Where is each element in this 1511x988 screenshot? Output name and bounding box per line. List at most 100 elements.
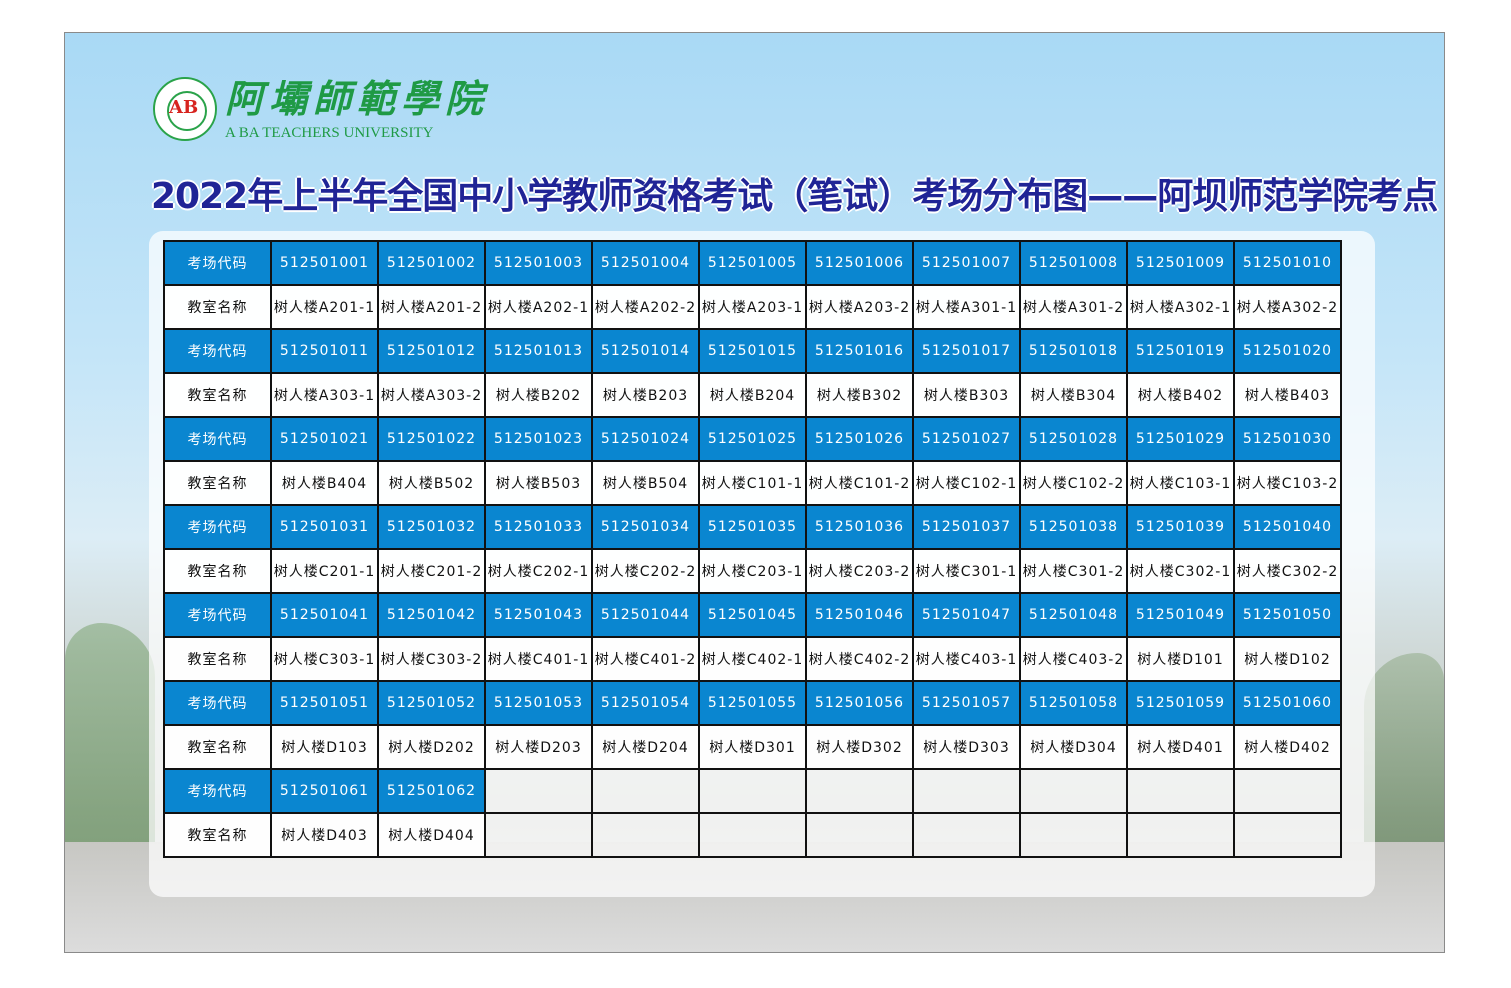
exam-code-cell: 512501013 — [484, 328, 593, 374]
room-name-cell: 树人楼C103-1 — [1126, 460, 1235, 506]
exam-code-label: 考场代码 — [163, 240, 272, 286]
exam-code-cell: 512501021 — [270, 416, 379, 462]
exam-code-cell: 512501018 — [1019, 328, 1128, 374]
room-name-cell: 树人楼D302 — [805, 724, 914, 770]
poster: AB 阿壩師範學院 A BA TEACHERS UNIVERSITY 2022年… — [64, 32, 1445, 953]
room-name-cell: 树人楼C101-1 — [698, 460, 807, 506]
exam-code-cell: 512501043 — [484, 592, 593, 638]
university-name-cn: 阿壩師範學院 — [225, 76, 490, 121]
empty-cell — [484, 812, 593, 858]
exam-code-cell: 512501047 — [912, 592, 1021, 638]
exam-code-cell: 512501029 — [1126, 416, 1235, 462]
room-name-cell: 树人楼C301-1 — [912, 548, 1021, 594]
room-name-cell: 树人楼C201-2 — [377, 548, 486, 594]
room-name-cell: 树人楼B202 — [484, 372, 593, 418]
room-name-cell: 树人楼C201-1 — [270, 548, 379, 594]
room-name-cell: 树人楼D204 — [591, 724, 700, 770]
room-name-cell: 树人楼C203-1 — [698, 548, 807, 594]
exam-code-cell: 512501014 — [591, 328, 700, 374]
room-name-cell: 树人楼C202-1 — [484, 548, 593, 594]
room-name-cell: 树人楼C102-1 — [912, 460, 1021, 506]
room-name-cell: 树人楼B203 — [591, 372, 700, 418]
room-name-cell: 树人楼C303-2 — [377, 636, 486, 682]
exam-code-cell: 512501019 — [1126, 328, 1235, 374]
exam-code-cell: 512501016 — [805, 328, 914, 374]
exam-code-cell: 512501006 — [805, 240, 914, 286]
room-name-cell: 树人楼B404 — [270, 460, 379, 506]
exam-code-cell: 512501026 — [805, 416, 914, 462]
exam-code-cell: 512501048 — [1019, 592, 1128, 638]
exam-code-cell: 512501044 — [591, 592, 700, 638]
room-name-cell: 树人楼D202 — [377, 724, 486, 770]
exam-code-cell: 512501045 — [698, 592, 807, 638]
room-name-cell: 树人楼D304 — [1019, 724, 1128, 770]
room-name-cell: 树人楼B304 — [1019, 372, 1128, 418]
empty-cell — [484, 768, 593, 814]
empty-cell — [1126, 812, 1235, 858]
exam-code-row: 考场代码 512501031 512501032 512501033 512501034… — [163, 504, 1342, 550]
empty-cell — [1019, 768, 1128, 814]
room-name-cell: 树人楼B403 — [1233, 372, 1342, 418]
exam-code-row: 考场代码 512501011 512501012 512501013 512501014… — [163, 328, 1342, 374]
empty-cell — [1233, 812, 1342, 858]
exam-code-label: 考场代码 — [163, 504, 272, 550]
empty-cell — [912, 768, 1021, 814]
room-name-label: 教室名称 — [163, 724, 272, 770]
exam-code-cell: 512501035 — [698, 504, 807, 550]
empty-cell — [591, 768, 700, 814]
exam-code-cell: 512501037 — [912, 504, 1021, 550]
exam-code-cell: 512501046 — [805, 592, 914, 638]
exam-code-label: 考场代码 — [163, 680, 272, 726]
exam-code-cell: 512501049 — [1126, 592, 1235, 638]
empty-cell — [698, 768, 807, 814]
exam-code-cell: 512501020 — [1233, 328, 1342, 374]
room-name-cell: 树人楼A301-1 — [912, 284, 1021, 330]
exam-code-cell: 512501010 — [1233, 240, 1342, 286]
university-seal-icon: AB — [153, 77, 217, 141]
room-name-cell: 树人楼B504 — [591, 460, 700, 506]
exam-code-cell: 512501022 — [377, 416, 486, 462]
exam-code-cell: 512501053 — [484, 680, 593, 726]
exam-code-row: 考场代码 512501051 512501052 512501053 512501054… — [163, 680, 1342, 726]
exam-code-cell: 512501062 — [377, 768, 486, 814]
exam-code-cell: 512501055 — [698, 680, 807, 726]
exam-code-row: 考场代码 512501001 512501002 512501003 512501004… — [163, 240, 1342, 286]
room-name-label: 教室名称 — [163, 636, 272, 682]
room-name-cell: 树人楼B402 — [1126, 372, 1235, 418]
exam-code-cell: 512501027 — [912, 416, 1021, 462]
room-name-cell: 树人楼D403 — [270, 812, 379, 858]
exam-code-cell: 512501036 — [805, 504, 914, 550]
room-name-cell: 树人楼A201-2 — [377, 284, 486, 330]
room-name-cell: 树人楼A202-2 — [591, 284, 700, 330]
room-name-cell: 树人楼D402 — [1233, 724, 1342, 770]
room-name-cell: 树人楼C302-2 — [1233, 548, 1342, 594]
page-title: 2022年上半年全国中小学教师资格考试（笔试）考场分布图——阿坝师范学院考点 — [151, 176, 1438, 217]
exam-room-table: 考场代码 512501001 512501002 512501003 512501004… — [163, 240, 1342, 858]
exam-code-cell: 512501050 — [1233, 592, 1342, 638]
exam-code-cell: 512501011 — [270, 328, 379, 374]
exam-code-cell: 512501051 — [270, 680, 379, 726]
exam-code-cell: 512501024 — [591, 416, 700, 462]
exam-code-cell: 512501005 — [698, 240, 807, 286]
empty-cell — [805, 812, 914, 858]
room-name-cell: 树人楼C101-2 — [805, 460, 914, 506]
exam-code-label: 考场代码 — [163, 416, 272, 462]
exam-code-cell: 512501059 — [1126, 680, 1235, 726]
room-name-row: 教室名称 树人楼B404 树人楼B502 树人楼B503 树人楼B504 树人楼C101-… — [163, 460, 1342, 506]
room-name-cell: 树人楼D401 — [1126, 724, 1235, 770]
room-name-cell: 树人楼D103 — [270, 724, 379, 770]
university-name-en: A BA TEACHERS UNIVERSITY — [225, 125, 434, 141]
room-name-cell: 树人楼C401-2 — [591, 636, 700, 682]
exam-code-cell: 512501003 — [484, 240, 593, 286]
exam-code-cell: 512501041 — [270, 592, 379, 638]
room-name-row: 教室名称 树人楼D103 树人楼D202 树人楼D203 树人楼D204 树人楼D301 树… — [163, 724, 1342, 770]
room-name-cell: 树人楼C403-1 — [912, 636, 1021, 682]
exam-code-row: 考场代码 512501021 512501022 512501023 512501024… — [163, 416, 1342, 462]
room-name-cell: 树人楼A203-1 — [698, 284, 807, 330]
room-name-cell: 树人楼D301 — [698, 724, 807, 770]
room-name-cell: 树人楼C403-2 — [1019, 636, 1128, 682]
exam-code-cell: 512501009 — [1126, 240, 1235, 286]
room-name-cell: 树人楼A302-1 — [1126, 284, 1235, 330]
room-name-cell: 树人楼D102 — [1233, 636, 1342, 682]
exam-code-cell: 512501015 — [698, 328, 807, 374]
